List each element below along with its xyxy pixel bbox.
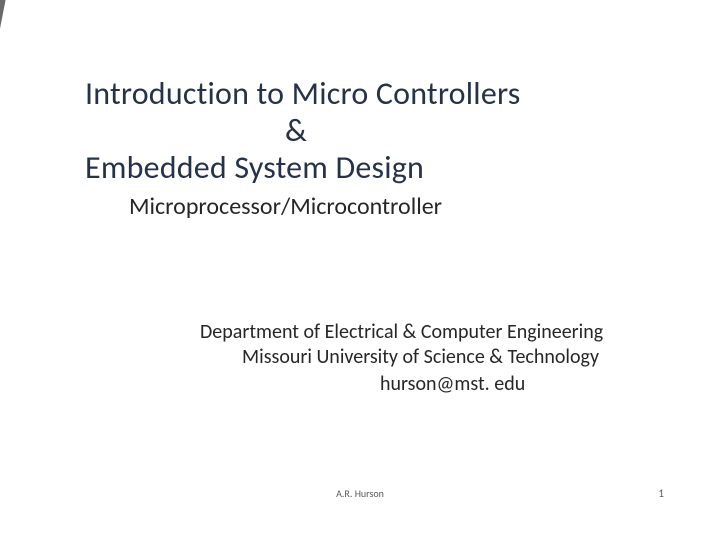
- department-block: Department of Electrical & Computer Engi…: [200, 320, 670, 397]
- page-number: 1: [658, 487, 664, 500]
- title: Introduction to Micro Controllers & Embe…: [85, 76, 680, 186]
- subtitle: Microprocessor/Microcontroller: [129, 192, 680, 221]
- footer-author: A.R. Hurson: [0, 487, 720, 500]
- title-ampersand: &: [85, 113, 680, 150]
- title-line-1: Introduction to Micro Controllers: [85, 76, 680, 113]
- slide: Introduction to Micro Controllers & Embe…: [0, 0, 720, 540]
- diagonal-band-outer: [0, 0, 11, 540]
- department-email: hurson@mst. edu: [200, 372, 670, 397]
- department-line-2: Missouri University of Science & Technol…: [200, 345, 670, 370]
- department-line-1: Department of Electrical & Computer Engi…: [200, 320, 670, 345]
- title-block: Introduction to Micro Controllers & Embe…: [85, 76, 680, 221]
- title-line-2: Embedded System Design: [85, 150, 680, 187]
